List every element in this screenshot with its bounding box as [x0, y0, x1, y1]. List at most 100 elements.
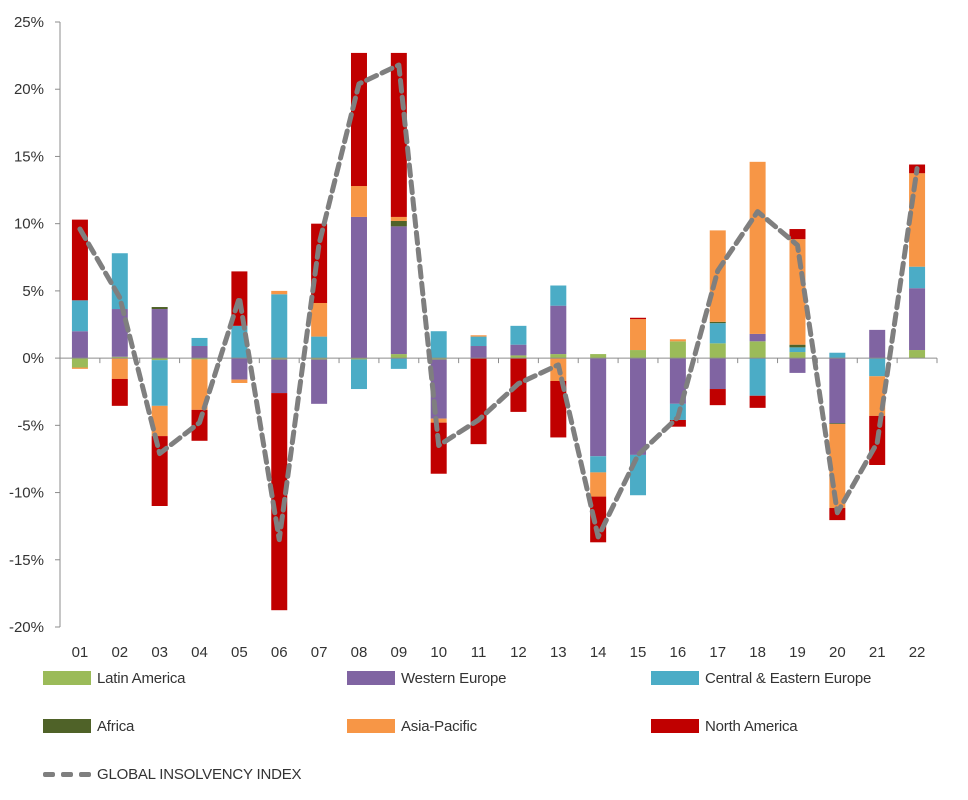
bar-segment-latin-america-15 [630, 350, 647, 359]
bar-segment-north-america-15 [630, 317, 647, 320]
bar-segment-north-america-18 [749, 395, 766, 408]
global-index-line-layer [77, 62, 920, 543]
bar-segment-western-europe-16 [669, 358, 686, 404]
bar-segment-north-america-08 [350, 52, 367, 187]
legend-label: Latin America [97, 669, 186, 687]
bar-segment-western-europe-11 [470, 346, 487, 359]
bar-segment-western-europe-03 [151, 309, 168, 359]
bar-segment-asia-pacific-03 [151, 405, 168, 437]
x-tick-label: 16 [670, 644, 687, 660]
legend-item-global-insolvency-index: GLOBAL INSOLVENCY INDEX [43, 764, 302, 784]
bar-segment-central-eastern-europe-04 [191, 337, 208, 347]
legend-item-central-eastern-europe: Central & Eastern Europe [651, 668, 871, 688]
bar-segment-central-eastern-europe-14 [590, 456, 607, 473]
x-tick-label: 04 [191, 644, 208, 660]
bar-segment-western-europe-20 [829, 358, 846, 424]
bar-segment-asia-pacific-16 [669, 339, 686, 342]
bar-segment-latin-america-14 [590, 354, 607, 359]
bar-segment-latin-america-13 [550, 354, 567, 359]
legend-label: North America [705, 717, 798, 735]
y-axis-labels: 25% 20% 15% 10% 5% 0% -5% -10% -15% -20% [9, 14, 44, 636]
x-tick-label: 13 [550, 644, 567, 660]
bars-layer [71, 52, 926, 611]
bar-segment-western-europe-22 [909, 288, 926, 351]
bar-segment-latin-america-01 [71, 358, 88, 368]
bar-segment-central-eastern-europe-09 [390, 358, 407, 369]
x-tick-label: 11 [471, 644, 487, 660]
bar-segment-western-europe-12 [510, 344, 527, 356]
bar-segment-central-eastern-europe-02 [111, 253, 128, 310]
x-tick-label: 18 [749, 644, 766, 660]
bar-segment-asia-pacific-09 [390, 216, 407, 221]
x-tick-label: 22 [909, 644, 926, 660]
bar-segment-africa-03 [151, 307, 168, 310]
bar-segment-latin-america-08 [350, 358, 367, 360]
x-tick-label: 15 [630, 644, 647, 660]
bar-segment-asia-pacific-10 [430, 418, 447, 423]
dashed-line-icon [43, 771, 91, 777]
bar-segment-latin-america-16 [669, 341, 686, 359]
bar-segment-asia-pacific-18 [749, 161, 766, 334]
bar-segment-asia-pacific-08 [350, 186, 367, 217]
y-tick-label: -20% [9, 619, 44, 636]
legend-label: Western Europe [401, 669, 507, 687]
legend-item-north-america: North America [651, 716, 798, 736]
bar-segment-latin-america-02 [111, 356, 128, 359]
bar-segment-central-eastern-europe-03 [151, 360, 168, 406]
bar-segment-central-eastern-europe-10 [430, 331, 447, 359]
y-tick-label: -10% [9, 485, 44, 502]
x-tick-label: 05 [231, 644, 248, 660]
bar-segment-asia-pacific-14 [590, 472, 607, 497]
x-tick-label: 06 [271, 644, 288, 660]
bar-segment-western-europe-14 [590, 358, 607, 457]
bar-segment-latin-america-17 [709, 343, 726, 359]
x-tick-label: 20 [829, 644, 846, 660]
global-insolvency-index-line [77, 62, 920, 543]
bar-segment-asia-pacific-07 [311, 302, 328, 337]
x-tick-label: 10 [430, 644, 447, 660]
legend-item-africa: Africa [43, 716, 134, 736]
y-tick-label: 20% [14, 81, 44, 98]
bar-segment-asia-pacific-02 [111, 358, 128, 379]
axes-layer [55, 21, 938, 628]
bar-segment-africa-17 [709, 321, 726, 324]
x-tick-label: 17 [709, 644, 726, 660]
bar-segment-central-eastern-europe-11 [470, 336, 487, 347]
bar-segment-western-europe-13 [550, 305, 567, 355]
x-tick-label: 12 [510, 644, 527, 660]
legend-swatch-africa [43, 719, 91, 733]
bar-segment-central-eastern-europe-17 [709, 323, 726, 344]
y-tick-label: 15% [14, 148, 44, 165]
bar-segment-latin-america-10 [430, 358, 447, 360]
legend-label: GLOBAL INSOLVENCY INDEX [97, 765, 302, 783]
x-tick-label: 09 [390, 644, 407, 660]
bar-segment-north-america-10 [430, 422, 447, 474]
legend-item-asia-pacific: Asia-Pacific [347, 716, 477, 736]
x-tick-label: 07 [311, 644, 328, 660]
bar-segment-central-eastern-europe-21 [869, 358, 886, 377]
x-tick-label: 21 [869, 644, 886, 660]
bar-segment-latin-america-04 [191, 358, 208, 360]
bar-segment-western-europe-08 [350, 216, 367, 359]
bar-segment-western-europe-15 [630, 358, 647, 455]
legend-swatch-asia-pacific [347, 719, 395, 733]
bar-segment-north-america-13 [550, 380, 567, 438]
bar-segment-western-europe-09 [390, 226, 407, 355]
bar-segment-latin-america-03 [151, 358, 168, 361]
y-tick-label: 5% [22, 283, 44, 300]
legend-label: Asia-Pacific [401, 717, 477, 735]
bar-segment-africa-09 [390, 220, 407, 227]
y-tick-label: 10% [14, 216, 44, 233]
x-axis-labels: 01 02 03 04 05 06 07 08 09 10 11 12 13 14 15 16 17 18 19 20… [72, 644, 926, 660]
legend-item-latin-america: Latin America [43, 668, 185, 688]
bar-segment-western-europe-21 [869, 329, 886, 359]
x-tick-label: 08 [351, 644, 368, 660]
bar-segment-north-america-02 [111, 378, 128, 406]
bar-segment-western-europe-01 [71, 331, 88, 359]
bar-segment-asia-pacific-05 [231, 379, 248, 383]
x-tick-label: 14 [590, 644, 607, 660]
bar-segment-central-eastern-europe-19 [789, 347, 806, 353]
bar-segment-western-europe-19 [789, 358, 806, 373]
bar-segment-latin-america-19 [789, 352, 806, 359]
bar-segment-latin-america-22 [909, 350, 926, 359]
